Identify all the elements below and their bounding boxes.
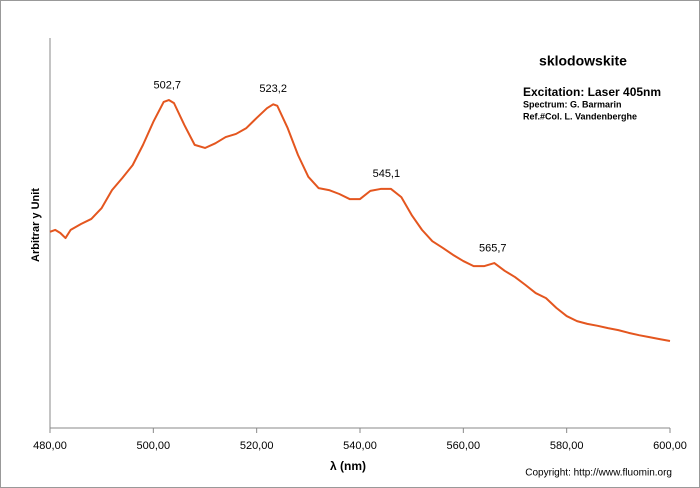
y-axis-label: Arbitrar y Unit: [30, 188, 42, 262]
chart-title: sklodowskite: [539, 53, 627, 69]
copyright: Copyright: http://www.fluomin.org: [525, 468, 672, 479]
peak-label: 565,7: [479, 242, 507, 254]
spectrum-line: [49, 99, 671, 343]
x-tick-label: 520,00: [240, 440, 274, 452]
subtitle: Excitation: Laser 405nm: [523, 85, 661, 99]
peak-label: 545,1: [373, 168, 401, 180]
x-tick-label: 500,00: [137, 440, 171, 452]
note: Spectrum: G. Barmarin: [523, 99, 622, 109]
x-tick-label: 560,00: [447, 440, 481, 452]
x-axis-label: λ (nm): [330, 459, 366, 473]
note: Ref.#Col. L. Vandenberghe: [523, 111, 637, 121]
x-tick-label: 540,00: [343, 440, 377, 452]
x-tick-label: 480,00: [33, 440, 67, 452]
peak-label: 502,7: [154, 80, 182, 92]
x-tick-label: 600,00: [653, 440, 687, 452]
peak-label: 523,2: [259, 83, 287, 95]
x-tick-label: 580,00: [550, 440, 584, 452]
